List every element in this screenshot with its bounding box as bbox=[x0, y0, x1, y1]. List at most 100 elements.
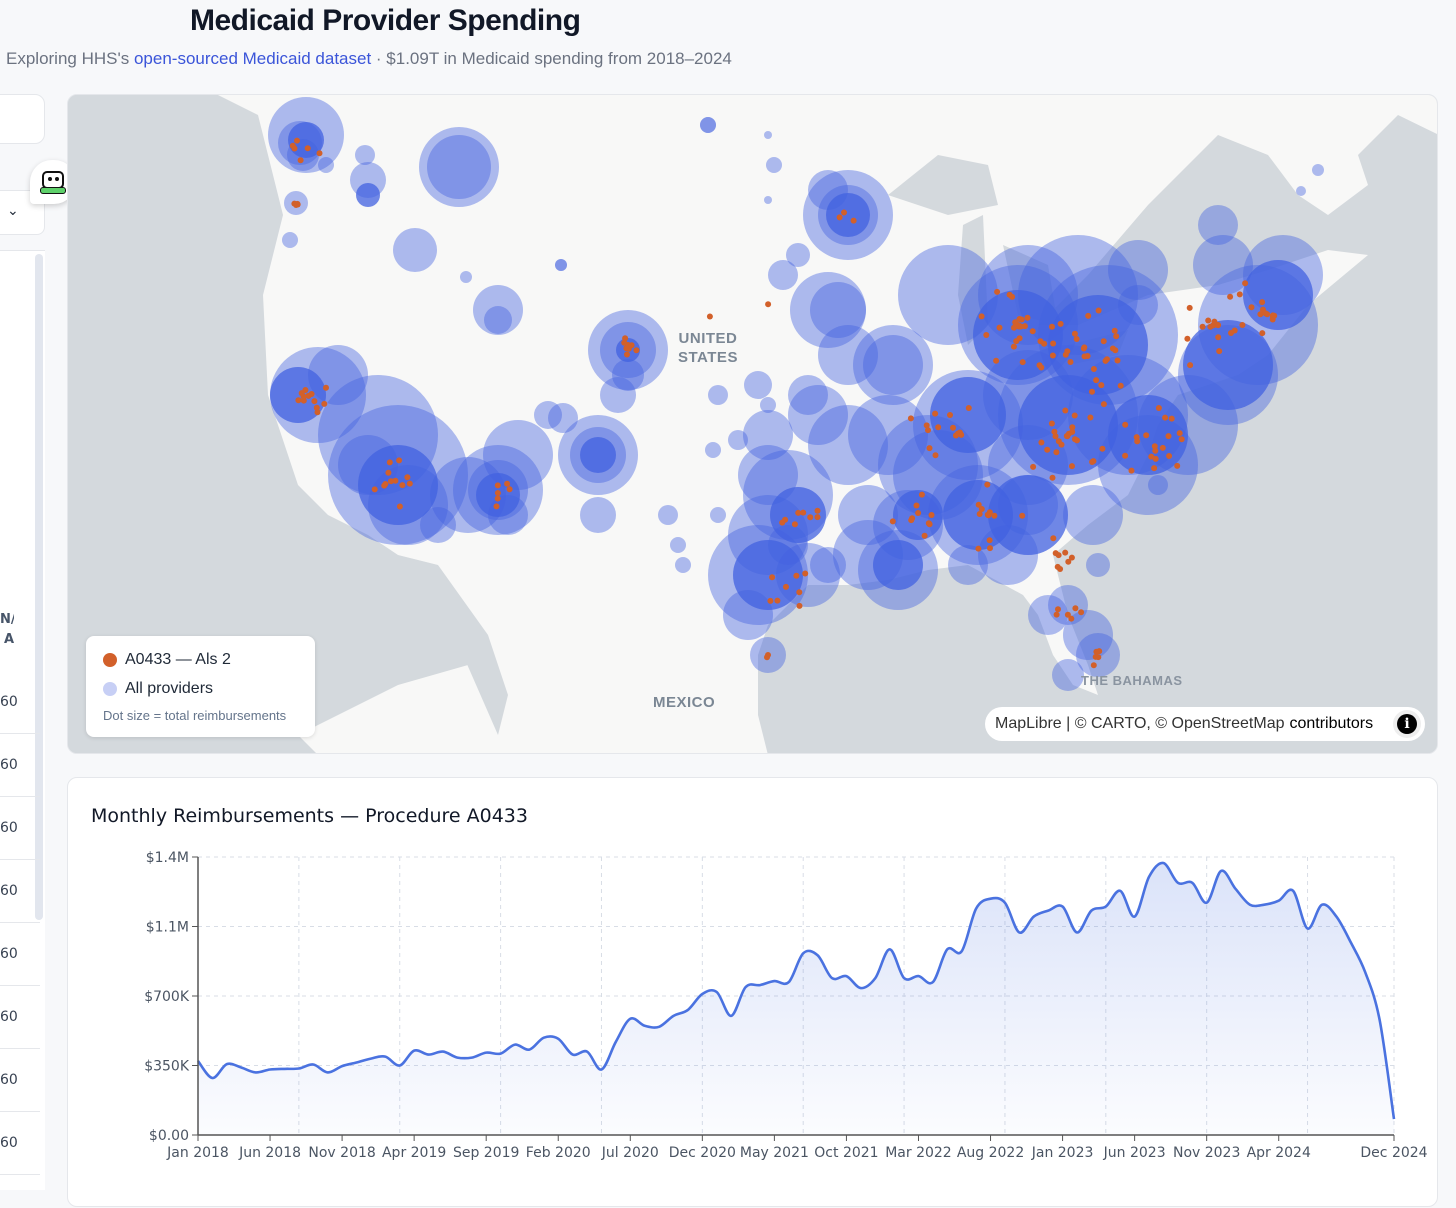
procedure-dot[interactable] bbox=[1049, 323, 1055, 330]
procedure-dot[interactable] bbox=[1227, 293, 1234, 300]
procedure-dot[interactable] bbox=[1111, 327, 1118, 334]
procedure-dot[interactable] bbox=[399, 482, 406, 489]
procedure-dot[interactable] bbox=[1072, 605, 1079, 612]
data-point[interactable] bbox=[1392, 1117, 1396, 1121]
procedure-dot[interactable] bbox=[889, 518, 896, 525]
procedure-dot[interactable] bbox=[1100, 338, 1107, 345]
procedure-dot[interactable] bbox=[1058, 441, 1065, 448]
table-header[interactable]: N/ A bbox=[0, 612, 14, 647]
provider-bubble[interactable] bbox=[675, 557, 691, 573]
attribution-info-button[interactable]: i bbox=[1393, 710, 1421, 738]
provider-bubble[interactable] bbox=[898, 245, 998, 345]
procedure-dot[interactable] bbox=[1259, 299, 1266, 306]
procedure-dot[interactable] bbox=[291, 145, 298, 152]
data-point[interactable] bbox=[499, 1052, 503, 1056]
provider-bubble[interactable] bbox=[580, 497, 616, 533]
procedure-dot[interactable] bbox=[1090, 366, 1097, 372]
procedure-dot[interactable] bbox=[1152, 447, 1159, 454]
data-point[interactable] bbox=[902, 976, 906, 980]
data-point[interactable] bbox=[960, 949, 964, 953]
procedure-dot[interactable] bbox=[1054, 563, 1061, 570]
data-point[interactable] bbox=[585, 1050, 589, 1054]
provider-bubble[interactable] bbox=[948, 545, 988, 585]
procedure-dot[interactable] bbox=[769, 574, 776, 581]
procedure-dot[interactable] bbox=[1049, 474, 1056, 481]
data-point[interactable] bbox=[1147, 875, 1151, 879]
provider-bubble[interactable] bbox=[744, 371, 772, 399]
provider-bubble[interactable] bbox=[786, 243, 810, 267]
sidebar-search-box[interactable] bbox=[0, 94, 45, 144]
procedure-dot[interactable] bbox=[1050, 535, 1057, 542]
procedure-dot[interactable] bbox=[493, 503, 500, 510]
procedure-dot[interactable] bbox=[621, 339, 628, 346]
data-point[interactable] bbox=[715, 990, 719, 994]
provider-bubble[interactable] bbox=[700, 117, 716, 133]
data-point[interactable] bbox=[816, 953, 820, 957]
provider-bubble[interactable] bbox=[760, 397, 776, 413]
data-point[interactable] bbox=[859, 986, 863, 990]
data-point[interactable] bbox=[844, 974, 848, 978]
provider-bubble[interactable] bbox=[705, 442, 721, 458]
procedure-dot[interactable] bbox=[1087, 414, 1094, 421]
provider-bubble[interactable] bbox=[988, 475, 1068, 555]
procedure-dot[interactable] bbox=[1151, 465, 1158, 472]
procedure-dot[interactable] bbox=[1248, 304, 1255, 311]
procedure-dot[interactable] bbox=[1184, 335, 1191, 342]
data-point[interactable] bbox=[686, 1008, 690, 1012]
data-point[interactable] bbox=[1233, 887, 1237, 891]
table-row[interactable]: 60 bbox=[0, 861, 40, 923]
procedure-dot[interactable] bbox=[791, 521, 798, 528]
provider-bubble[interactable] bbox=[420, 507, 456, 543]
provider-bubble[interactable] bbox=[818, 325, 878, 385]
procedure-dot[interactable] bbox=[975, 501, 982, 508]
data-point[interactable] bbox=[1219, 869, 1223, 873]
data-point[interactable] bbox=[1003, 901, 1007, 905]
procedure-dot[interactable] bbox=[908, 517, 915, 524]
procedure-dot[interactable] bbox=[1055, 606, 1061, 613]
data-point[interactable] bbox=[254, 1070, 258, 1074]
procedure-dot[interactable] bbox=[928, 512, 935, 518]
data-point[interactable] bbox=[1306, 926, 1310, 930]
procedure-dot[interactable] bbox=[1068, 615, 1075, 622]
data-point[interactable] bbox=[412, 1049, 416, 1053]
procedure-dots[interactable] bbox=[289, 137, 1278, 669]
data-point[interactable] bbox=[931, 980, 935, 984]
procedure-dot[interactable] bbox=[294, 137, 300, 144]
provider-bubble[interactable] bbox=[764, 131, 772, 139]
procedure-dot[interactable] bbox=[1013, 338, 1020, 345]
data-point[interactable] bbox=[1291, 889, 1295, 893]
procedure-dot[interactable] bbox=[983, 332, 990, 338]
provider-bubble[interactable] bbox=[1243, 260, 1313, 330]
procedure-dot[interactable] bbox=[850, 217, 857, 224]
table-row[interactable]: 60 bbox=[0, 798, 40, 860]
procedure-dot[interactable] bbox=[1165, 433, 1172, 440]
data-point[interactable] bbox=[513, 1043, 517, 1047]
procedure-dot[interactable] bbox=[1053, 449, 1060, 456]
procedure-dot[interactable] bbox=[783, 583, 789, 590]
provider-bubble[interactable] bbox=[700, 117, 716, 133]
procedure-dot[interactable] bbox=[1071, 330, 1078, 337]
provider-bubble[interactable] bbox=[1296, 186, 1306, 196]
data-point[interactable] bbox=[239, 1065, 243, 1069]
provider-bubble[interactable] bbox=[810, 547, 846, 583]
data-point[interactable] bbox=[1104, 905, 1108, 909]
procedure-dot[interactable] bbox=[921, 532, 928, 539]
data-point[interactable] bbox=[398, 1064, 402, 1068]
procedure-dot[interactable] bbox=[918, 491, 925, 498]
procedure-dot[interactable] bbox=[291, 200, 298, 207]
procedure-dot[interactable] bbox=[1037, 338, 1044, 345]
provider-bubble[interactable] bbox=[838, 485, 898, 545]
attribution-text[interactable]: MapLibre | © CARTO, © OpenStreetMap bbox=[995, 715, 1285, 732]
provider-bubble[interactable] bbox=[355, 145, 375, 165]
provider-bubble[interactable] bbox=[1063, 610, 1113, 660]
sidebar-scrollbar[interactable] bbox=[35, 254, 43, 920]
procedure-dot[interactable] bbox=[975, 545, 982, 552]
procedure-dot[interactable] bbox=[1062, 351, 1069, 358]
procedure-dot[interactable] bbox=[1069, 463, 1075, 470]
provider-bubble[interactable] bbox=[473, 285, 523, 335]
procedure-dot[interactable] bbox=[1074, 437, 1080, 444]
provider-bubble[interactable] bbox=[548, 403, 578, 433]
procedure-dot[interactable] bbox=[1257, 311, 1264, 318]
procedure-dot[interactable] bbox=[913, 502, 920, 509]
series-line[interactable] bbox=[196, 861, 1396, 1120]
